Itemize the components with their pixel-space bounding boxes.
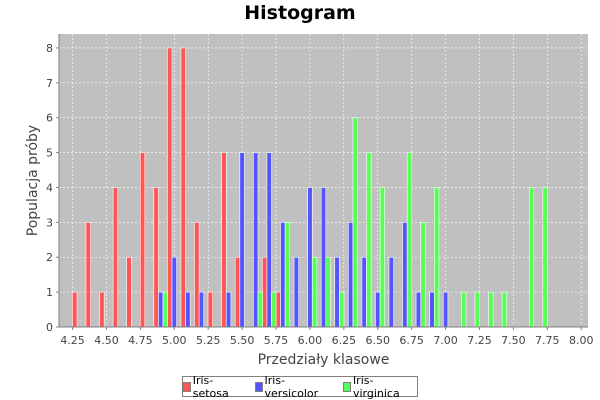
histogram-bar: [461, 291, 467, 328]
legend-label: Iris-setosa: [192, 373, 229, 400]
x-tick-label: 8.00: [569, 334, 594, 347]
histogram-bar: [528, 187, 535, 328]
histogram-bar: [85, 222, 91, 328]
histogram-bar: [234, 256, 241, 328]
histogram-bar: [257, 291, 263, 328]
histogram-bar: [271, 291, 277, 328]
histogram-bar: [180, 47, 186, 328]
x-tick-label: 7.25: [467, 334, 492, 347]
x-tick-label: 5.50: [230, 334, 255, 347]
legend-item: Iris-setosa: [183, 374, 247, 400]
histogram-bar: [311, 256, 318, 328]
legend-item: Iris-versicolor: [254, 373, 335, 400]
histogram-bar: [275, 291, 281, 328]
histogram-bar: [185, 291, 191, 328]
x-tick-label: 4.50: [94, 334, 119, 347]
histogram-bar: [352, 117, 358, 328]
x-tick-label: 5.00: [162, 334, 187, 347]
x-tick-label: 4.75: [128, 334, 153, 347]
histogram-bar: [153, 187, 159, 328]
x-axis-label: Przedziały klasowe: [258, 352, 390, 368]
histogram-bar: [167, 47, 173, 328]
histogram-bar: [361, 256, 367, 328]
y-tick-label: 1: [46, 286, 53, 299]
histogram-bar: [207, 291, 213, 328]
histogram-bar: [221, 152, 227, 328]
legend-swatch: [254, 381, 263, 392]
histogram-bar: [402, 222, 408, 328]
x-tick-label: 6.25: [332, 334, 357, 347]
histogram-bar: [198, 291, 205, 328]
histogram-bar: [542, 187, 548, 328]
histogram-bar: [339, 291, 345, 328]
x-tick-label: 7.75: [535, 334, 560, 347]
y-tick-label: 0: [46, 321, 53, 334]
y-tick-label: 7: [46, 77, 53, 90]
histogram-bar: [112, 187, 119, 328]
histogram-bar: [162, 291, 168, 328]
histogram-bar: [320, 187, 327, 328]
histogram-bar: [307, 187, 313, 328]
legend-swatch: [343, 381, 351, 392]
y-tick-label: 4: [46, 181, 53, 194]
y-tick-label: 5: [46, 147, 53, 160]
histogram-bar: [406, 152, 413, 328]
histogram-bar: [442, 291, 449, 328]
legend-label: Iris-virginica: [352, 373, 400, 400]
x-tick-label: 6.00: [298, 334, 323, 347]
histogram-bar: [225, 291, 232, 328]
y-axis-label: Populacja próby: [25, 125, 41, 236]
histogram-bar: [375, 291, 381, 328]
histogram-bar: [488, 291, 494, 328]
histogram-bar: [158, 291, 164, 328]
histogram-bar: [280, 222, 286, 328]
y-tick-label: 2: [46, 251, 53, 264]
histogram-bar: [434, 187, 440, 328]
histogram-bar: [171, 256, 177, 328]
histogram-bar: [194, 222, 200, 328]
legend-item: Iris-virginica: [343, 374, 417, 400]
legend-swatch: [183, 381, 191, 392]
histogram-bar: [348, 222, 354, 328]
x-tick-label: 6.75: [399, 334, 424, 347]
x-tick-label: 4.25: [60, 334, 85, 347]
histogram-bar: [474, 291, 480, 328]
histogram-bar: [266, 152, 272, 328]
histogram-bar: [501, 291, 508, 328]
x-tick-label: 7.50: [501, 334, 526, 347]
histogram-bar: [72, 291, 78, 328]
histogram-bar: [126, 256, 132, 328]
y-tick-label: 3: [46, 216, 53, 229]
histogram-bar: [388, 256, 394, 328]
histogram-bar: [99, 291, 105, 328]
y-tick-label: 6: [46, 112, 53, 125]
x-tick-label: 5.25: [196, 334, 221, 347]
histogram-bar: [429, 291, 435, 328]
x-tick-label: 7.00: [433, 334, 458, 347]
x-tick-label: 5.75: [264, 334, 289, 347]
histogram-bar: [334, 256, 340, 328]
histogram-bar: [420, 222, 426, 328]
histogram-bar: [325, 256, 331, 328]
histogram-bar: [262, 256, 268, 328]
histogram-bar: [415, 291, 422, 328]
histogram-bar: [239, 152, 245, 328]
chart-title: Histogram: [244, 2, 356, 24]
y-tick-label: 8: [46, 42, 53, 55]
histogram-bar: [253, 152, 259, 328]
histogram-bar: [139, 152, 146, 328]
histogram-bar: [293, 256, 299, 328]
x-tick-label: 6.50: [366, 334, 391, 347]
legend: Iris-setosa Iris-versicolor Iris-virginica: [182, 373, 418, 400]
histogram-bar: [366, 152, 372, 328]
histogram-bar: [379, 187, 385, 328]
histogram-bar: [284, 222, 291, 328]
legend-label: Iris-versicolor: [264, 373, 319, 400]
